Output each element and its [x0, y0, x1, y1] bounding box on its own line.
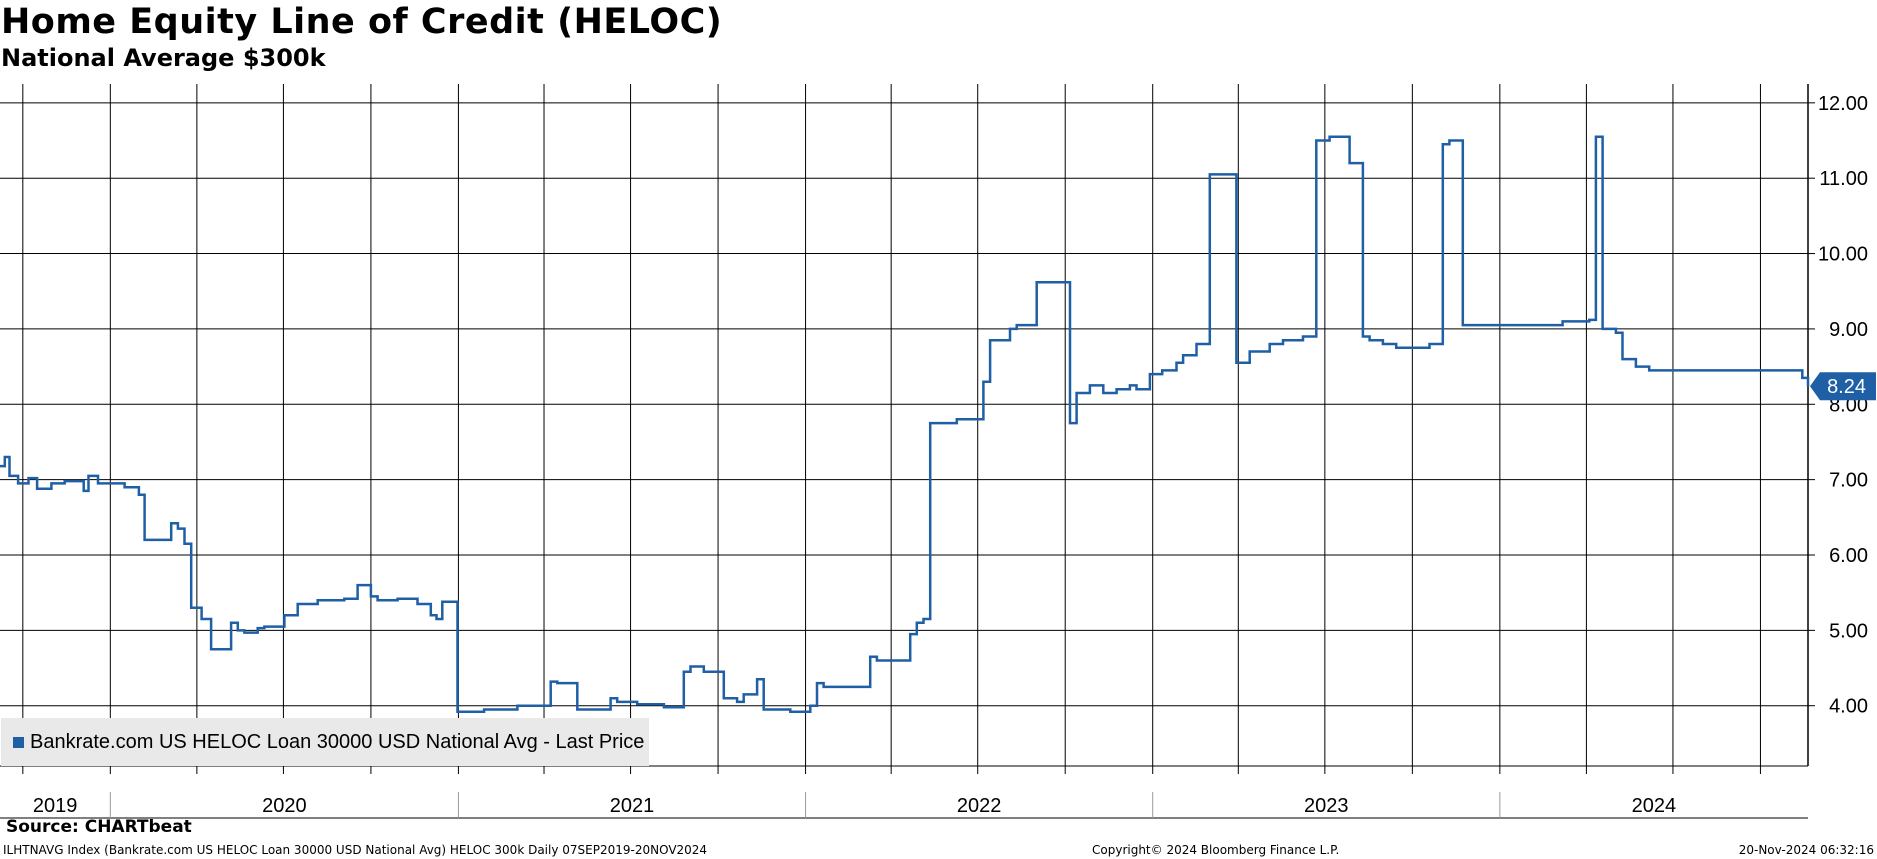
y-tick-label: 5.00 [1829, 620, 1868, 642]
footer-description: ILHTNAVG Index (Bankrate.com US HELOC Lo… [3, 843, 708, 857]
source-note: Source: CHARTbeat [6, 817, 192, 837]
y-tick-label: 4.00 [1829, 696, 1868, 718]
grid [0, 84, 1808, 766]
y-tick-label: 7.00 [1829, 470, 1868, 492]
x-year-label: 2021 [610, 795, 655, 817]
axes [0, 84, 1815, 819]
x-year-label: 2019 [33, 795, 78, 817]
legend-label: Bankrate.com US HELOC Loan 30000 USD Nat… [30, 730, 645, 753]
labels: 4.005.006.007.008.009.0010.0011.0012.002… [33, 93, 1876, 817]
y-tick-label: 10.00 [1818, 244, 1868, 266]
x-year-label: 2024 [1632, 795, 1677, 817]
last-value-badge [1810, 372, 1876, 401]
series-line [0, 135, 1810, 713]
y-tick-label: 6.00 [1829, 545, 1868, 567]
legend-swatch [13, 736, 24, 748]
series [0, 135, 1810, 713]
footer-copyright: Copyright© 2024 Bloomberg Finance L.P. [1092, 843, 1340, 857]
y-tick-label: 9.00 [1829, 319, 1868, 341]
chart-title: Home Equity Line of Credit (HELOC) [1, 2, 723, 42]
legend: Bankrate.com US HELOC Loan 30000 USD Nat… [1, 718, 649, 766]
footer-timestamp: 20-Nov-2024 06:32:16 [1738, 843, 1874, 857]
x-year-label: 2020 [262, 795, 307, 817]
chart-subtitle: National Average $300k [1, 44, 326, 72]
last-value-label: 8.24 [1827, 376, 1866, 398]
y-tick-label: 11.00 [1819, 168, 1868, 190]
y-tick-label: 12.00 [1818, 93, 1868, 115]
x-year-label: 2023 [1304, 795, 1349, 817]
x-year-label: 2022 [957, 795, 1002, 817]
